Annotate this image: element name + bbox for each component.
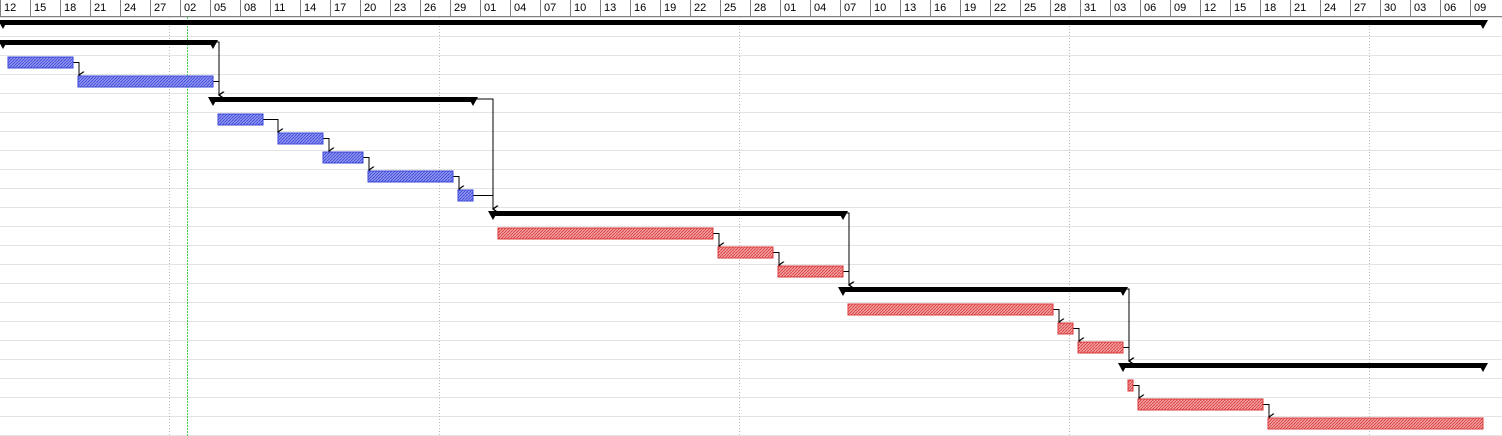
timescale-tick: 18 bbox=[1260, 0, 1290, 17]
phase-1-summary-bar[interactable] bbox=[0, 40, 218, 49]
timescale-tick: 18 bbox=[60, 0, 90, 17]
dependency-link-arrow bbox=[713, 233, 719, 247]
dependency-link-arrow bbox=[1123, 288, 1129, 361]
timescale-tick: 02 bbox=[180, 0, 210, 17]
timescale-tick: 21 bbox=[90, 0, 120, 17]
dependency-link-arrow bbox=[473, 195, 493, 210]
timescale-tick: 17 bbox=[330, 0, 360, 17]
dependency-link-arrow bbox=[73, 62, 79, 76]
timescale-tick: 19 bbox=[960, 0, 990, 17]
timescale-tick: 16 bbox=[930, 0, 960, 17]
dependency-link-arrow bbox=[1053, 309, 1059, 323]
timescale-tick: 21 bbox=[1290, 0, 1320, 17]
timescale-tick: 28 bbox=[1050, 0, 1080, 17]
timescale-tick: 28 bbox=[750, 0, 780, 17]
phase-2-summary-bar[interactable] bbox=[208, 97, 478, 106]
timescale-tick: 09 bbox=[1170, 0, 1200, 17]
timescale-tick: 13 bbox=[600, 0, 630, 17]
timescale-tick: 24 bbox=[120, 0, 150, 17]
dependency-link-arrow bbox=[473, 98, 493, 209]
timescale-tick: 22 bbox=[990, 0, 1020, 17]
timescale-tick: 31 bbox=[1080, 0, 1110, 17]
blue-task-bar[interactable] bbox=[277, 132, 324, 145]
timescale-tick: 09 bbox=[1470, 0, 1500, 17]
timescale-tick: 27 bbox=[150, 0, 180, 17]
dependency-link-arrow bbox=[1133, 385, 1139, 399]
timescale-tick: 04 bbox=[810, 0, 840, 17]
timescale-tick: 27 bbox=[1350, 0, 1380, 17]
timescale-tick: 16 bbox=[630, 0, 660, 17]
dependency-link-arrow bbox=[843, 212, 849, 285]
dependency-link-arrow bbox=[213, 81, 219, 96]
red-task-bar[interactable] bbox=[717, 246, 774, 259]
timescale-tick: 07 bbox=[540, 0, 570, 17]
dependency-link-arrow bbox=[1263, 404, 1269, 418]
timescale-tick: 30 bbox=[1380, 0, 1410, 17]
timescale-tick: 03 bbox=[1410, 0, 1440, 17]
timescale-tick: 05 bbox=[210, 0, 240, 17]
red-task-bar[interactable] bbox=[1137, 398, 1264, 411]
timescale-tick: 01 bbox=[780, 0, 810, 17]
blue-task-bar[interactable] bbox=[77, 75, 214, 88]
red-task-bar[interactable] bbox=[1077, 341, 1124, 354]
timescale-tick: 15 bbox=[30, 0, 60, 17]
red-task-bar[interactable] bbox=[847, 303, 1054, 316]
timescale-tick: 14 bbox=[300, 0, 330, 17]
timescale-tick: 03 bbox=[1110, 0, 1140, 17]
blue-task-bar[interactable] bbox=[367, 170, 454, 183]
dependency-link-arrow bbox=[1073, 328, 1079, 342]
timescale-tick: 29 bbox=[450, 0, 480, 17]
timescale-tick: 20 bbox=[360, 0, 390, 17]
blue-task-bar[interactable] bbox=[322, 151, 364, 164]
timescale-tick: 26 bbox=[420, 0, 450, 17]
timescale-header: 12 15 18 21 24 27 02 05 08 11 14 17 20 23 26 29 01 04 07 10… bbox=[0, 0, 1502, 17]
dependency-link-arrow bbox=[263, 119, 278, 133]
timescale-tick: 12 bbox=[0, 0, 30, 17]
timescale-tick: 06 bbox=[1440, 0, 1470, 17]
timescale-tick: 23 bbox=[390, 0, 420, 17]
timescale-tick: 19 bbox=[660, 0, 690, 17]
red-task-bar[interactable] bbox=[1057, 322, 1074, 335]
red-task-bar[interactable] bbox=[1267, 417, 1484, 430]
timescale-tick: 04 bbox=[510, 0, 540, 17]
phase-3-summary-bar[interactable] bbox=[488, 211, 848, 220]
timescale-tick: 13 bbox=[900, 0, 930, 17]
dependency-link-arrow bbox=[773, 252, 779, 266]
timescale-tick: 15 bbox=[1230, 0, 1260, 17]
timescale-tick: 01 bbox=[480, 0, 510, 17]
timescale-tick: 25 bbox=[1020, 0, 1050, 17]
phase-4-summary-bar[interactable] bbox=[838, 287, 1128, 296]
timescale-tick: 07 bbox=[840, 0, 870, 17]
timescale-tick: 22 bbox=[690, 0, 720, 17]
phase-5-summary-bar[interactable] bbox=[1118, 363, 1488, 372]
dependency-link-arrow bbox=[323, 138, 329, 152]
dependency-link-arrow bbox=[213, 41, 219, 95]
red-task-bar[interactable] bbox=[777, 265, 844, 278]
timescale-tick: 12 bbox=[1200, 0, 1230, 17]
timescale-tick: 25 bbox=[720, 0, 750, 17]
blue-task-bar[interactable] bbox=[217, 113, 264, 126]
project-summary-bar[interactable] bbox=[0, 20, 1488, 29]
gantt-body bbox=[0, 17, 1502, 436]
red-task-bar[interactable] bbox=[497, 227, 714, 240]
timescale-tick: 10 bbox=[570, 0, 600, 17]
dependency-link-arrow bbox=[1123, 347, 1129, 362]
timescale-tick: 08 bbox=[240, 0, 270, 17]
dependency-link-arrow bbox=[363, 157, 369, 171]
dependency-link-arrow bbox=[453, 176, 459, 190]
blue-task-bar[interactable] bbox=[457, 189, 474, 202]
timescale-tick: 06 bbox=[1140, 0, 1170, 17]
timescale-tick: 24 bbox=[1320, 0, 1350, 17]
red-task-bar[interactable] bbox=[1127, 379, 1134, 392]
timescale-tick: 10 bbox=[870, 0, 900, 17]
blue-task-bar[interactable] bbox=[7, 56, 74, 69]
dependency-link-arrow bbox=[843, 271, 849, 286]
timescale-tick: 11 bbox=[270, 0, 300, 17]
